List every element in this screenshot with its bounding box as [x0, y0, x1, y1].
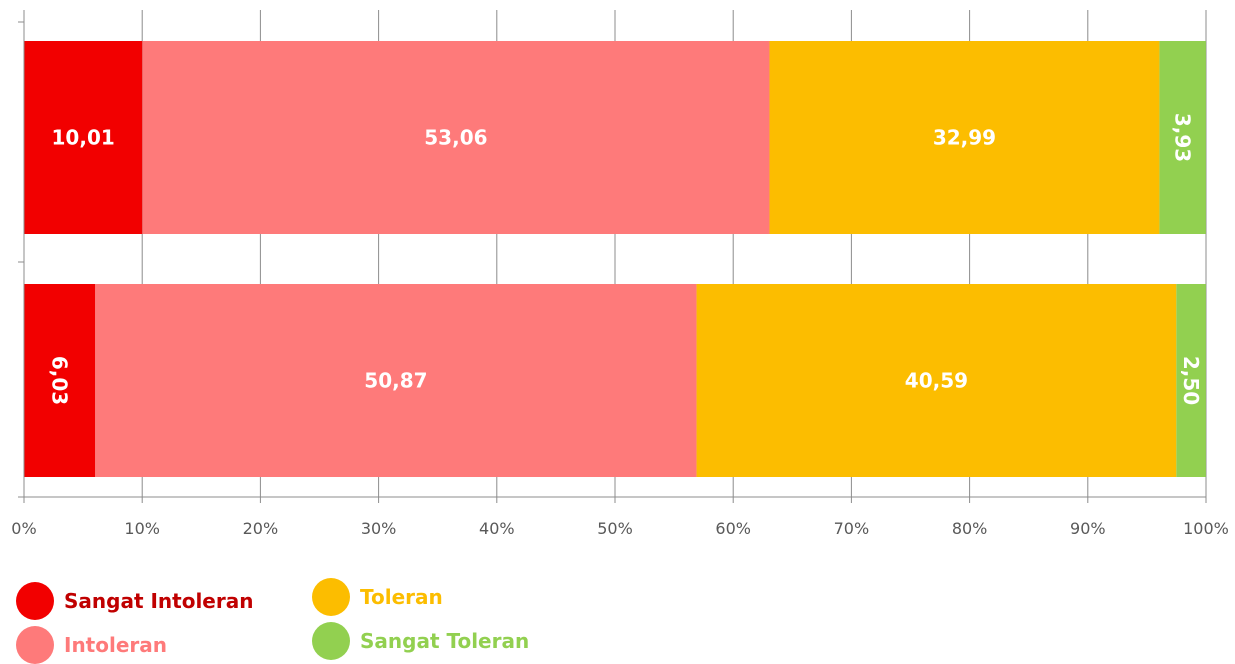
legend-swatch	[312, 622, 350, 660]
x-tick-label: 90%	[1070, 519, 1106, 538]
bar-segment-toleran	[769, 41, 1160, 234]
legend-label: Sangat Intoleran	[64, 589, 254, 613]
legend-swatch	[312, 578, 350, 616]
legend-swatch	[16, 626, 54, 664]
x-tick-label: 80%	[952, 519, 988, 538]
bar-segment-sangat-intoleran	[24, 284, 96, 477]
data-label: 53,06	[424, 126, 487, 150]
x-tick-label: 0%	[11, 519, 36, 538]
stacked-bar-chart: 10,01 53,06 32,99 3,93 6,03 50,87 40,59 2,50 0%…	[11, 10, 1229, 538]
x-tick-label: 70%	[834, 519, 870, 538]
bar-segment-sangat-toleran	[1159, 41, 1206, 234]
data-label: 10,01	[52, 126, 115, 150]
data-label: 6,03	[48, 356, 72, 405]
legend-label: Toleran	[360, 585, 443, 609]
legend-item: Sangat Intoleran	[16, 582, 253, 620]
x-tick-label: 50%	[597, 519, 633, 538]
x-tick-label: 40%	[479, 519, 515, 538]
x-tick-label: 30%	[361, 519, 397, 538]
bar-layer: 10,01 53,06 32,99 3,93 6,03 50,87 40,59 2,50	[24, 41, 1206, 477]
data-label: 2,50	[1179, 356, 1203, 405]
legend-label: Intoleran	[64, 633, 167, 657]
bar-segment-intoleran	[95, 284, 697, 477]
bar-segment-intoleran	[142, 41, 770, 234]
x-tick-label: 10%	[124, 519, 160, 538]
data-label: 32,99	[933, 126, 996, 150]
legend-item: Sangat Toleran	[312, 622, 529, 660]
bar-segment-sangat-intoleran	[24, 41, 143, 234]
legend-swatch	[16, 582, 54, 620]
data-label: 3,93	[1171, 113, 1195, 162]
x-tick-label: 100%	[1183, 519, 1229, 538]
legend-item: Toleran	[312, 578, 443, 616]
legend-item: Intoleran	[16, 626, 167, 664]
data-label: 40,59	[905, 369, 968, 393]
x-tick-label: 60%	[715, 519, 751, 538]
x-tick-label: 20%	[243, 519, 279, 538]
legend-label: Sangat Toleran	[360, 629, 530, 653]
bar-segment-toleran	[696, 284, 1177, 477]
data-label: 50,87	[364, 369, 427, 393]
bar-segment-sangat-toleran	[1176, 284, 1206, 477]
axis-layer: 0% 10% 20% 30% 40% 50% 60% 70% 80% 90% 100%	[11, 10, 1229, 538]
